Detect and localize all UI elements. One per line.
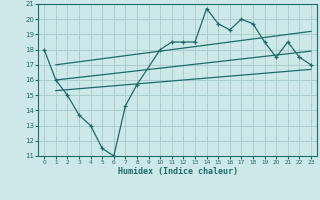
X-axis label: Humidex (Indice chaleur): Humidex (Indice chaleur)	[118, 167, 238, 176]
